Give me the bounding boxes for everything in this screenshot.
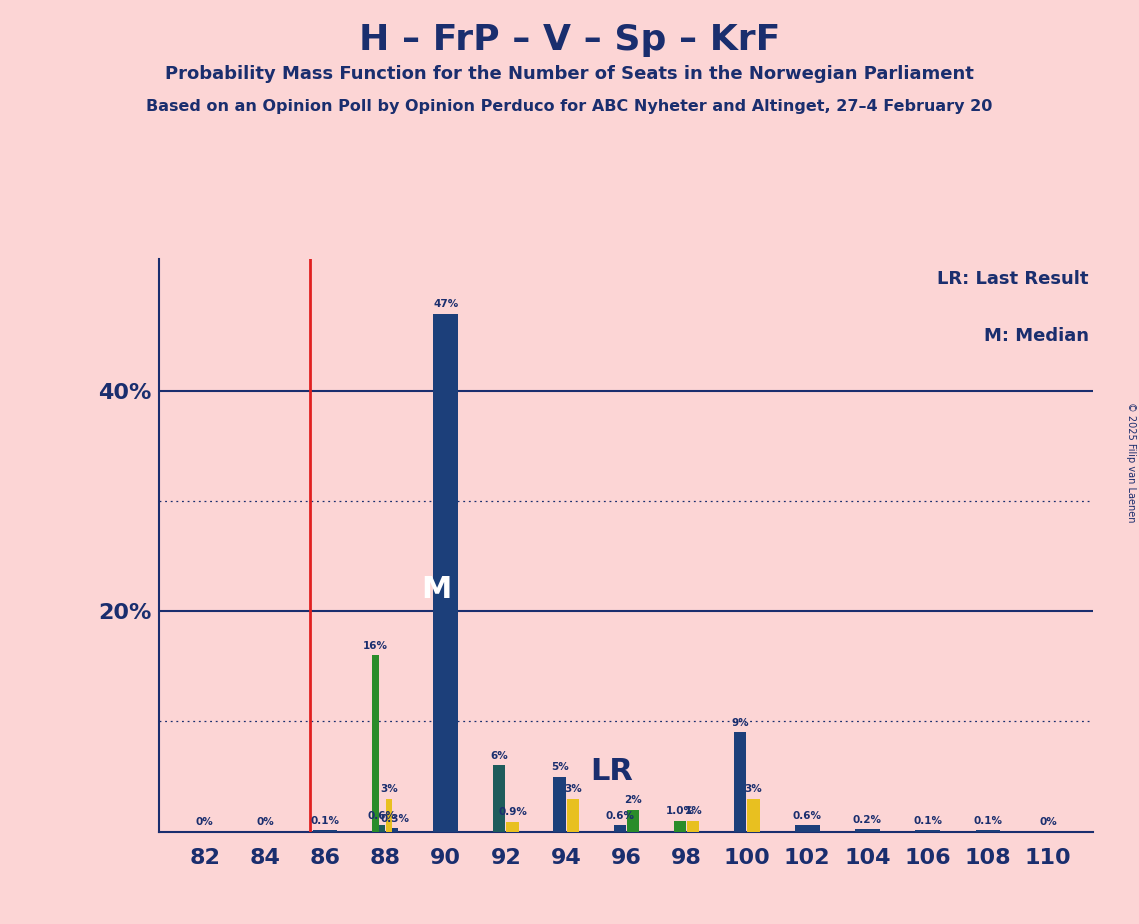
Text: 5%: 5% — [550, 762, 568, 772]
Text: 0.6%: 0.6% — [793, 810, 821, 821]
Text: 0.6%: 0.6% — [368, 810, 396, 821]
Text: 0.2%: 0.2% — [853, 815, 882, 825]
Bar — [372, 655, 378, 832]
Text: 3%: 3% — [564, 784, 582, 794]
Text: 0%: 0% — [256, 817, 273, 827]
Text: M: Median: M: Median — [984, 327, 1089, 346]
Text: Probability Mass Function for the Number of Seats in the Norwegian Parliament: Probability Mass Function for the Number… — [165, 65, 974, 82]
Text: 1%: 1% — [685, 806, 703, 816]
Bar — [392, 828, 399, 832]
Text: 6%: 6% — [491, 751, 508, 761]
Bar — [614, 825, 626, 832]
Text: © 2025 Filip van Laenen: © 2025 Filip van Laenen — [1126, 402, 1136, 522]
Bar — [554, 776, 566, 832]
Text: 3%: 3% — [745, 784, 762, 794]
Text: 0.6%: 0.6% — [605, 810, 634, 821]
Text: 0.1%: 0.1% — [311, 816, 339, 826]
Text: 0.1%: 0.1% — [974, 816, 1002, 826]
Bar — [386, 798, 392, 832]
Bar — [735, 733, 746, 832]
Text: 3%: 3% — [380, 784, 398, 794]
Bar — [795, 825, 820, 832]
Bar — [855, 830, 879, 832]
Text: 0.3%: 0.3% — [380, 814, 410, 824]
Text: 0%: 0% — [1040, 817, 1057, 827]
Text: 47%: 47% — [433, 299, 458, 310]
Bar — [747, 798, 760, 832]
Text: LR: Last Result: LR: Last Result — [937, 270, 1089, 288]
Bar — [626, 809, 639, 832]
Text: 1.0%: 1.0% — [665, 806, 695, 816]
Bar — [916, 831, 940, 832]
Text: 0.9%: 0.9% — [498, 808, 527, 817]
Bar — [379, 825, 385, 832]
Text: 0%: 0% — [196, 817, 213, 827]
Bar — [687, 821, 699, 832]
Bar — [976, 831, 1000, 832]
Text: Based on an Opinion Poll by Opinion Perduco for ABC Nyheter and Altinget, 27–4 F: Based on an Opinion Poll by Opinion Perd… — [146, 99, 993, 114]
Text: LR: LR — [590, 757, 633, 785]
Bar — [674, 821, 686, 832]
Bar — [493, 765, 506, 832]
Text: 0.1%: 0.1% — [913, 816, 942, 826]
Text: 2%: 2% — [624, 796, 642, 805]
Bar — [567, 798, 579, 832]
Bar — [313, 831, 337, 832]
Bar — [433, 314, 458, 832]
Text: H – FrP – V – Sp – KrF: H – FrP – V – Sp – KrF — [359, 23, 780, 57]
Text: 9%: 9% — [731, 718, 749, 728]
Text: 16%: 16% — [363, 641, 388, 650]
Bar — [507, 821, 518, 832]
Text: M: M — [421, 575, 452, 603]
